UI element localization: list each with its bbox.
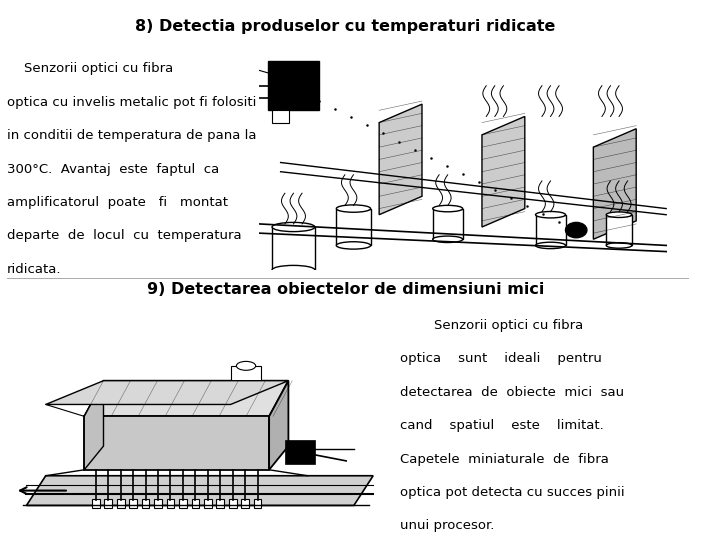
Ellipse shape <box>272 222 315 232</box>
Polygon shape <box>482 117 525 227</box>
Bar <box>217 500 224 509</box>
Bar <box>166 500 174 509</box>
Bar <box>272 110 289 123</box>
Polygon shape <box>84 381 289 416</box>
Bar <box>433 208 463 239</box>
Bar <box>536 215 565 245</box>
Bar <box>606 215 632 245</box>
Bar <box>130 500 137 509</box>
Text: 8) Detectia produselor cu temperaturi ridicate: 8) Detectia produselor cu temperaturi ri… <box>135 19 556 34</box>
Polygon shape <box>84 381 104 470</box>
Bar <box>336 208 371 245</box>
Polygon shape <box>593 129 636 239</box>
Text: detectarea  de  obiecte  mici  sau: detectarea de obiecte mici sau <box>400 386 624 399</box>
Text: cand    spatiul    este    limitat.: cand spatiul este limitat. <box>400 419 603 432</box>
Polygon shape <box>379 104 422 215</box>
Text: Capetele  miniaturale  de  fibra: Capetele miniaturale de fibra <box>400 453 608 465</box>
Text: unui procesor.: unui procesor. <box>400 519 494 532</box>
Text: optica pot detecta cu succes pinii: optica pot detecta cu succes pinii <box>400 486 624 499</box>
Ellipse shape <box>336 205 371 212</box>
Text: optica cu invelis metalic pot fi folositi: optica cu invelis metalic pot fi folosit… <box>7 96 256 109</box>
Text: amplificatorul  poate   fi   montat: amplificatorul poate fi montat <box>7 196 228 209</box>
Bar <box>192 500 199 509</box>
Ellipse shape <box>433 236 463 242</box>
Ellipse shape <box>536 212 565 218</box>
Bar <box>154 500 162 509</box>
Text: 9) Detectarea obiectelor de dimensiuni mici: 9) Detectarea obiectelor de dimensiuni m… <box>147 282 544 298</box>
Ellipse shape <box>433 205 463 212</box>
Text: 300°C.  Avantaj  este  faptul  ca: 300°C. Avantaj este faptul ca <box>7 163 220 176</box>
Text: Senzorii optici cu fibra: Senzorii optici cu fibra <box>7 62 174 75</box>
Ellipse shape <box>272 265 315 275</box>
Text: in conditii de temperatura de pana la: in conditii de temperatura de pana la <box>7 129 257 142</box>
Polygon shape <box>46 381 289 404</box>
Bar <box>284 440 315 464</box>
Text: ridicata.: ridicata. <box>7 263 62 276</box>
Bar <box>179 500 186 509</box>
Bar <box>142 500 150 509</box>
Polygon shape <box>269 381 289 470</box>
Polygon shape <box>84 416 269 470</box>
Ellipse shape <box>606 242 632 248</box>
Ellipse shape <box>606 212 632 218</box>
Bar <box>268 61 319 110</box>
Circle shape <box>565 222 587 238</box>
Bar <box>117 500 125 509</box>
Ellipse shape <box>336 242 371 249</box>
Bar <box>253 500 261 509</box>
Bar <box>229 500 237 509</box>
Bar <box>204 500 212 509</box>
Ellipse shape <box>536 242 565 248</box>
Bar <box>272 227 315 270</box>
Ellipse shape <box>236 361 256 370</box>
Bar <box>104 500 112 509</box>
Bar <box>241 500 249 509</box>
Polygon shape <box>27 476 373 505</box>
Text: optica    sunt    ideali    pentru: optica sunt ideali pentru <box>400 352 601 365</box>
Text: Senzorii optici cu fibra: Senzorii optici cu fibra <box>400 319 583 332</box>
Bar <box>92 500 99 509</box>
Bar <box>230 366 261 381</box>
Text: departe  de  locul  cu  temperatura: departe de locul cu temperatura <box>7 230 242 242</box>
